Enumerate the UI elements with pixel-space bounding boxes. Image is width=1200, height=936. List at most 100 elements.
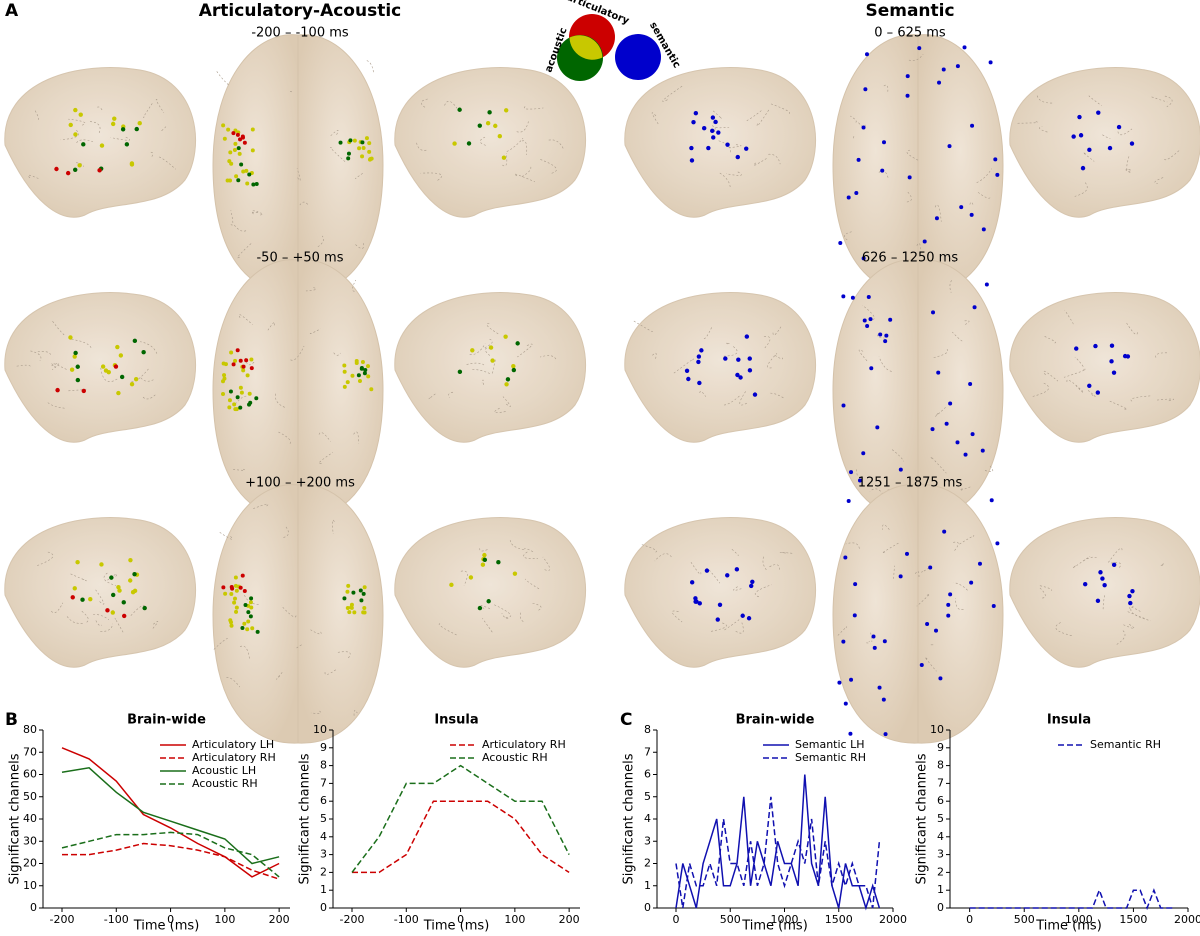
electrode xyxy=(706,145,711,151)
electrode xyxy=(693,596,698,601)
sulcus xyxy=(333,352,341,356)
electrode xyxy=(485,121,491,126)
electrode xyxy=(121,600,126,605)
electrode xyxy=(221,391,226,396)
electrode xyxy=(970,123,975,128)
sulcus xyxy=(772,325,782,336)
electrode xyxy=(1127,593,1132,599)
electrode xyxy=(97,168,102,173)
electrode xyxy=(238,358,243,363)
sulcus xyxy=(699,391,706,397)
chart-title: Insula xyxy=(1047,713,1091,728)
sulcus xyxy=(16,364,31,367)
electrode xyxy=(361,146,366,151)
electrode xyxy=(846,498,851,503)
electrode xyxy=(362,585,367,590)
electrode xyxy=(128,578,133,583)
sulcus xyxy=(881,542,900,554)
electrode xyxy=(904,551,909,556)
electrode xyxy=(864,52,869,57)
electrode xyxy=(99,143,105,148)
electrode xyxy=(68,335,73,340)
sulcus xyxy=(1125,169,1133,173)
electrode xyxy=(244,358,249,363)
electrode xyxy=(348,138,353,143)
electrode xyxy=(223,591,228,596)
sulcus xyxy=(238,314,253,325)
sulcus xyxy=(671,610,683,623)
electrode xyxy=(227,405,232,410)
electrode xyxy=(938,676,943,681)
sulcus xyxy=(1074,182,1088,197)
electrode xyxy=(969,580,974,585)
electrode xyxy=(110,121,116,127)
sulcus xyxy=(906,149,919,161)
electrode xyxy=(70,595,75,600)
x-axis-label: Time (ms) xyxy=(741,919,808,934)
sulcus xyxy=(251,503,269,510)
electrode xyxy=(883,732,888,737)
sulcus xyxy=(878,356,892,372)
electrode xyxy=(68,122,73,128)
electrode xyxy=(856,157,861,162)
electrode xyxy=(128,557,133,563)
electrode xyxy=(238,405,243,410)
electrode xyxy=(69,367,75,372)
sulcus xyxy=(721,346,738,357)
electrode xyxy=(242,621,247,626)
electrode xyxy=(115,344,120,350)
sulcus xyxy=(945,253,956,263)
electrode xyxy=(78,112,83,117)
sulcus xyxy=(1126,155,1131,172)
electrode xyxy=(112,116,117,121)
electrode xyxy=(697,380,702,386)
chart-title: Insula xyxy=(434,713,478,728)
electrode xyxy=(233,141,238,146)
y-tick-label: 4 xyxy=(644,812,651,825)
sulcus xyxy=(754,584,772,598)
electrode xyxy=(1095,390,1101,395)
sulcus xyxy=(521,166,532,177)
sulcus xyxy=(89,121,101,133)
electrode xyxy=(72,354,77,359)
electrode xyxy=(969,212,974,217)
sulcus xyxy=(539,158,557,174)
electrode xyxy=(861,451,866,456)
electrode xyxy=(881,697,886,702)
electrode xyxy=(352,610,357,615)
electrode xyxy=(930,427,935,432)
sulcus xyxy=(295,644,302,649)
electrode xyxy=(236,146,241,151)
sulcus xyxy=(100,623,113,632)
legend-label: Semantic RH xyxy=(1090,738,1161,751)
sulcus xyxy=(521,140,528,155)
sulcus xyxy=(976,168,992,183)
electrode xyxy=(142,605,147,611)
x-tick-label: 100 xyxy=(504,913,525,926)
sulcus xyxy=(1017,121,1038,124)
sulcus xyxy=(60,130,79,141)
electrode xyxy=(346,583,351,588)
electrode xyxy=(354,361,359,366)
sulcus xyxy=(231,468,246,471)
sulcus xyxy=(726,171,742,176)
sulcus xyxy=(330,130,339,137)
sulcus xyxy=(76,139,93,144)
series-line xyxy=(61,747,280,878)
electrode xyxy=(245,181,250,186)
sulcus xyxy=(51,363,67,370)
y-tick-label: 4 xyxy=(937,830,944,843)
sulcus xyxy=(703,326,713,339)
sulcus xyxy=(480,605,491,610)
brain-panels xyxy=(4,34,1200,744)
electrode xyxy=(99,562,104,567)
electrode xyxy=(229,350,234,355)
electrode xyxy=(242,589,247,594)
sulcus xyxy=(252,211,263,216)
sulcus xyxy=(95,589,105,605)
sulcus xyxy=(883,84,889,94)
electrode xyxy=(359,598,364,603)
sulcus xyxy=(237,243,252,259)
electrode xyxy=(249,357,254,362)
